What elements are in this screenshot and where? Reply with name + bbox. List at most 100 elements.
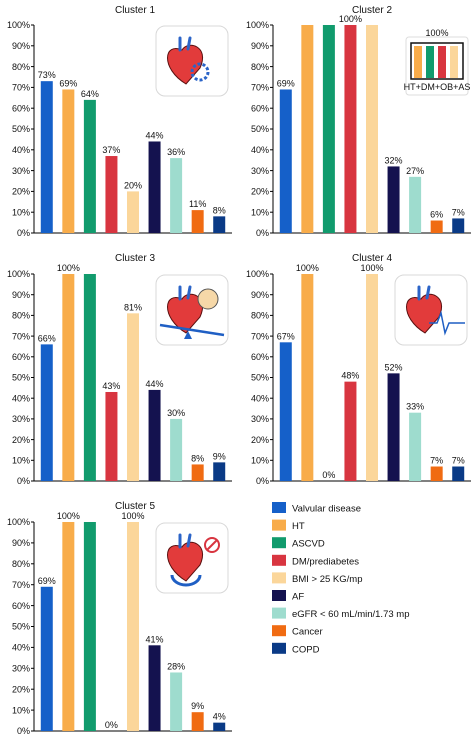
- legend-entry: AF: [292, 592, 304, 603]
- bar-value-label: 7%: [452, 207, 465, 217]
- bar: [127, 313, 139, 481]
- y-tick-label: 40%: [12, 393, 30, 403]
- bar: [40, 586, 53, 731]
- y-tick-label: 20%: [12, 435, 30, 445]
- y-tick-label: 60%: [12, 103, 30, 113]
- bar: [430, 466, 443, 481]
- bar-value-label: 9%: [213, 451, 226, 461]
- bar: [279, 342, 292, 481]
- panel-title: Cluster 4: [352, 253, 392, 264]
- bar-value-label: 8%: [191, 453, 204, 463]
- legend-entry: BMI > 25 KG/mp: [292, 574, 363, 585]
- bar: [62, 274, 75, 481]
- cluster-panel-4: Cluster 4 0% 10% 20% 30% 40% 50% 60% 70% 80% 90% 10…: [246, 253, 471, 486]
- y-tick-label: 30%: [12, 166, 30, 176]
- legend-swatch: [272, 554, 286, 566]
- y-tick-label: 80%: [12, 559, 30, 569]
- bar-value-label: 44%: [146, 379, 164, 389]
- person-shape: [197, 288, 219, 310]
- bar: [170, 672, 183, 731]
- bar-value-label: 69%: [277, 78, 295, 88]
- no-sign-slash: [206, 539, 218, 551]
- bar: [170, 158, 183, 233]
- bar: [83, 522, 96, 731]
- bar: [430, 220, 443, 233]
- y-tick-label: 80%: [251, 311, 269, 321]
- bar-value-label: 43%: [102, 381, 120, 391]
- y-tick-label: 90%: [12, 538, 30, 548]
- y-tick-label: 40%: [251, 393, 269, 403]
- legend-entry: eGFR < 60 mL/min/1.73 mp: [292, 609, 409, 620]
- y-tick-label: 10%: [12, 456, 30, 466]
- bar-value-label: 7%: [452, 456, 465, 466]
- bar: [301, 274, 314, 481]
- legend-entry: HT: [292, 521, 305, 532]
- bar-value-label: 69%: [59, 78, 77, 88]
- y-tick-label: 100%: [7, 20, 30, 30]
- bar: [83, 99, 96, 233]
- bar-value-label: 11%: [189, 199, 206, 209]
- bar: [213, 462, 226, 481]
- ecg-line: [429, 310, 465, 336]
- bar-value-label: 30%: [167, 408, 185, 418]
- bar-value-label: 9%: [191, 701, 204, 711]
- heart-shape: [167, 542, 203, 582]
- bar: [213, 722, 226, 731]
- bar-value-label: 7%: [430, 456, 443, 466]
- panel-title: Cluster 1: [115, 5, 155, 16]
- y-tick-label: 0%: [17, 726, 30, 736]
- cluster-panel-2: Cluster 2 0% 10% 20% 30% 40% 50% 60% 70% 80% 90% 10…: [246, 5, 471, 238]
- legend-swatch: [272, 502, 286, 513]
- bar: [148, 389, 161, 481]
- legend-swatch: [272, 642, 286, 654]
- bar-value-label: 67%: [277, 331, 295, 341]
- bar-value-label: 81%: [124, 302, 142, 312]
- icon-caption: HT+DM+OB+AS: [404, 82, 471, 92]
- y-tick-label: 20%: [251, 187, 269, 197]
- bar: [40, 344, 53, 481]
- y-tick-label: 30%: [12, 414, 30, 424]
- y-tick-label: 70%: [12, 83, 30, 93]
- bar-value-label: 0%: [105, 720, 118, 730]
- panel-title: Cluster 3: [115, 253, 155, 264]
- bar: [191, 464, 204, 481]
- legend-swatch: [272, 625, 286, 637]
- legend-entry: DM/prediabetes: [292, 556, 359, 567]
- bar-value-label: 73%: [38, 70, 56, 80]
- legend-swatch: [272, 572, 286, 584]
- y-tick-label: 0%: [17, 476, 30, 486]
- vessel-shape: [178, 533, 192, 549]
- bar: [344, 381, 357, 481]
- bar: [40, 81, 53, 233]
- bar-value-label: 8%: [213, 205, 226, 215]
- bar: [83, 274, 96, 481]
- y-tick-label: 90%: [251, 41, 269, 51]
- y-tick-label: 60%: [12, 352, 30, 362]
- icon-bar: [438, 46, 446, 78]
- legend-swatch: [272, 590, 286, 601]
- panel-title: Cluster 5: [115, 501, 155, 512]
- bar-value-label: 100%: [57, 511, 80, 521]
- bar-value-label: 69%: [38, 576, 56, 586]
- y-tick-label: 70%: [251, 331, 269, 341]
- bar: [322, 25, 335, 233]
- vessel-shape: [178, 285, 192, 301]
- bar: [105, 156, 118, 233]
- bar: [387, 166, 400, 233]
- y-tick-label: 70%: [251, 83, 269, 93]
- y-tick-label: 60%: [251, 352, 269, 362]
- bar-value-label: 27%: [406, 166, 424, 176]
- legend-entry: ASCVD: [292, 539, 325, 550]
- y-tick-label: 90%: [12, 41, 30, 51]
- bar: [279, 89, 292, 233]
- bar-value-label: 4%: [213, 712, 226, 722]
- balance-beam: [159, 323, 225, 337]
- panel-title: Cluster 2: [352, 5, 392, 16]
- y-tick-label: 70%: [12, 580, 30, 590]
- bar: [213, 216, 226, 233]
- y-tick-label: 70%: [12, 331, 30, 341]
- y-tick-label: 100%: [246, 20, 269, 30]
- vessel-shape: [417, 285, 431, 301]
